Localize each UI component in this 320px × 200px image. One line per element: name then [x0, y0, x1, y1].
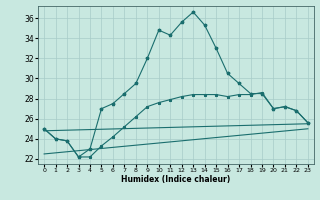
X-axis label: Humidex (Indice chaleur): Humidex (Indice chaleur): [121, 175, 231, 184]
